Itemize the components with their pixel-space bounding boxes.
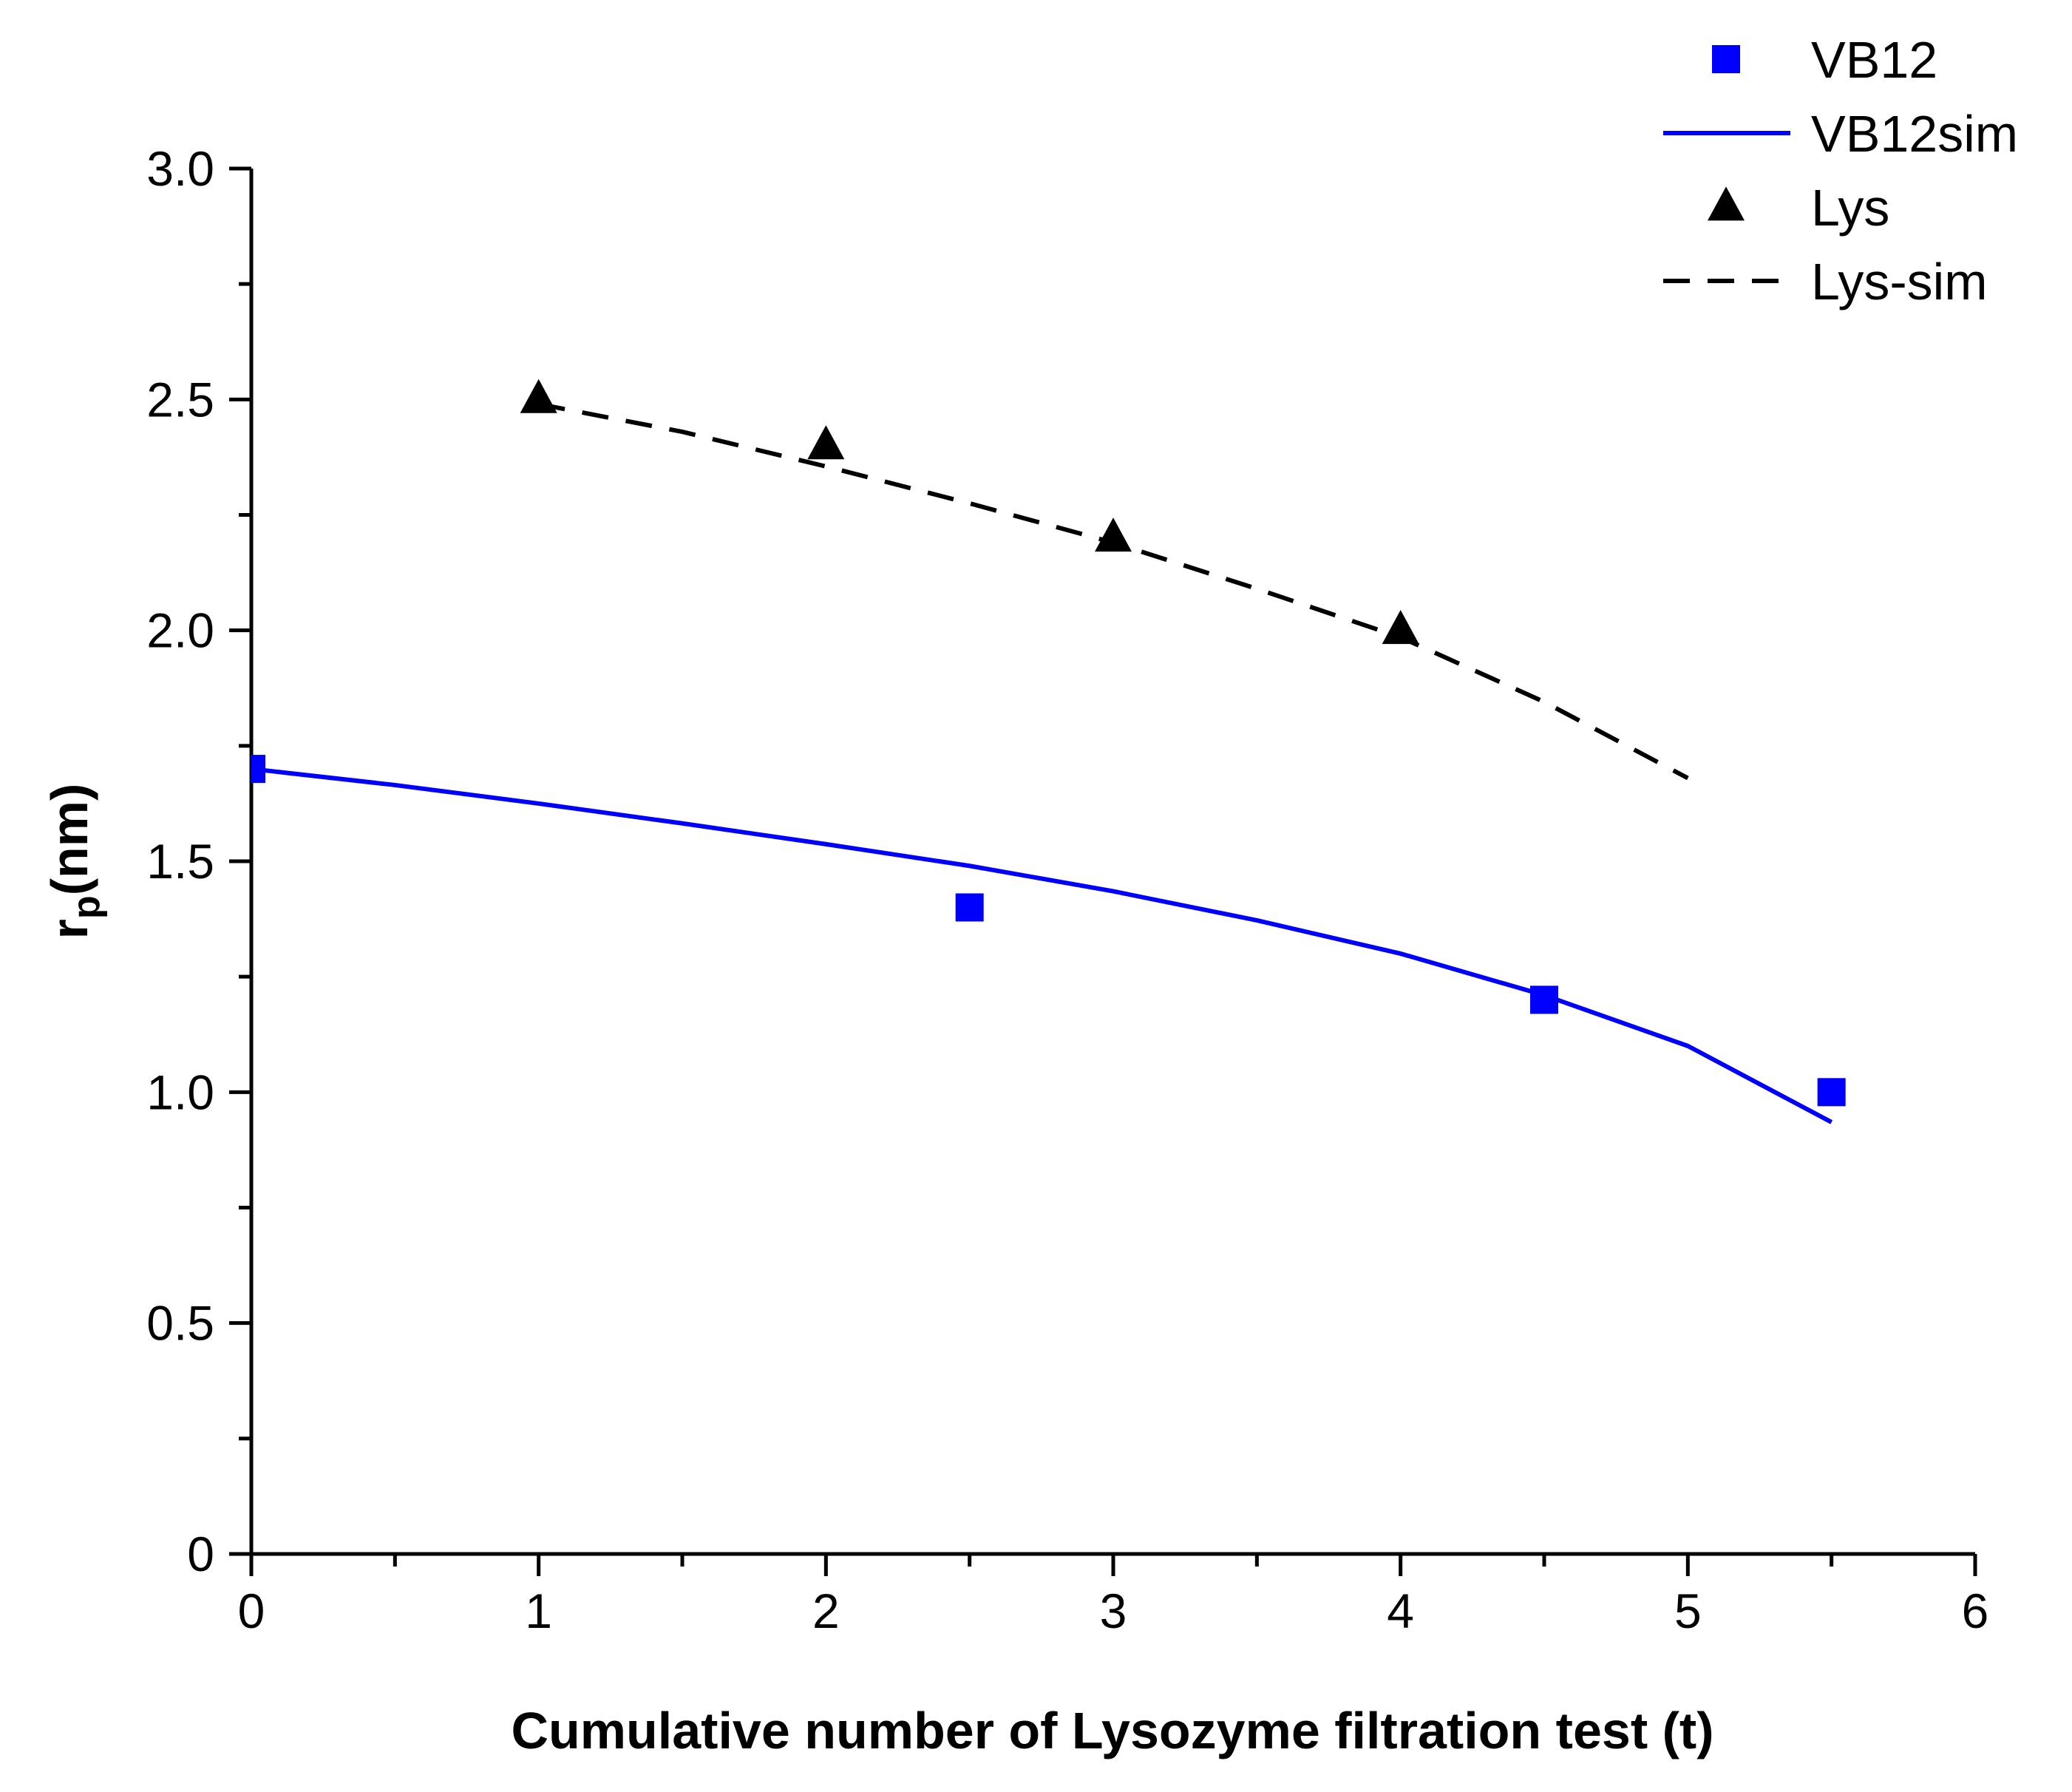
data-point-vb12 xyxy=(955,893,984,922)
legend-swatch-vb12 xyxy=(1712,45,1740,73)
data-point-lys xyxy=(807,425,845,460)
x-tick-label: 3 xyxy=(1100,1584,1127,1638)
x-tick-label: 1 xyxy=(525,1584,552,1638)
series-line-lys-sim xyxy=(538,401,1689,781)
x-axis-label: Cumulative number of Lysozyme filtration… xyxy=(511,1702,1713,1759)
axes: 0 1 2 3 4 5 6 0 0.5 1.0 1.5 2.0 2.5 3.0 xyxy=(146,141,1988,1638)
x-tick-label: 6 xyxy=(1962,1584,1989,1638)
series-layer xyxy=(251,379,1846,1124)
y-axis-label-unit: (nm) xyxy=(41,784,98,896)
y-tick-label: 2.5 xyxy=(146,372,214,427)
y-tick-label: 1.0 xyxy=(146,1065,214,1119)
x-tick-label: 5 xyxy=(1674,1584,1702,1638)
x-tick-label: 0 xyxy=(238,1584,265,1638)
data-point-vb12 xyxy=(1530,985,1558,1014)
legend-label-lys-sim: Lys-sim xyxy=(1811,253,1988,310)
y-axis-label: rp(nm) xyxy=(41,784,108,940)
data-point-vb12 xyxy=(1817,1078,1846,1107)
y-tick-label: 1.5 xyxy=(146,834,214,889)
legend-label-lys: Lys xyxy=(1811,179,1889,237)
y-tick-label: 3.0 xyxy=(146,141,214,196)
x-tick-label: 4 xyxy=(1387,1584,1414,1638)
legend-label-vb12: VB12 xyxy=(1811,31,1937,89)
legend: VB12 VB12sim Lys Lys-sim xyxy=(1663,31,2018,310)
y-tick-label: 0.5 xyxy=(146,1296,214,1351)
data-point-lys xyxy=(1382,610,1419,645)
y-axis-label-sub: p xyxy=(65,895,108,919)
y-tick-label: 2.0 xyxy=(146,603,214,658)
data-point-lys xyxy=(1095,517,1132,552)
data-point-vb12 xyxy=(251,755,265,784)
y-axis-label-main: r xyxy=(41,919,98,939)
y-tick-label: 0 xyxy=(187,1527,214,1581)
data-point-lys xyxy=(520,379,557,413)
x-tick-label: 2 xyxy=(812,1584,840,1638)
legend-label-vb12sim: VB12sim xyxy=(1811,105,2018,163)
legend-swatch-lys xyxy=(1708,186,1745,221)
series-line-vb12sim xyxy=(251,767,1833,1124)
